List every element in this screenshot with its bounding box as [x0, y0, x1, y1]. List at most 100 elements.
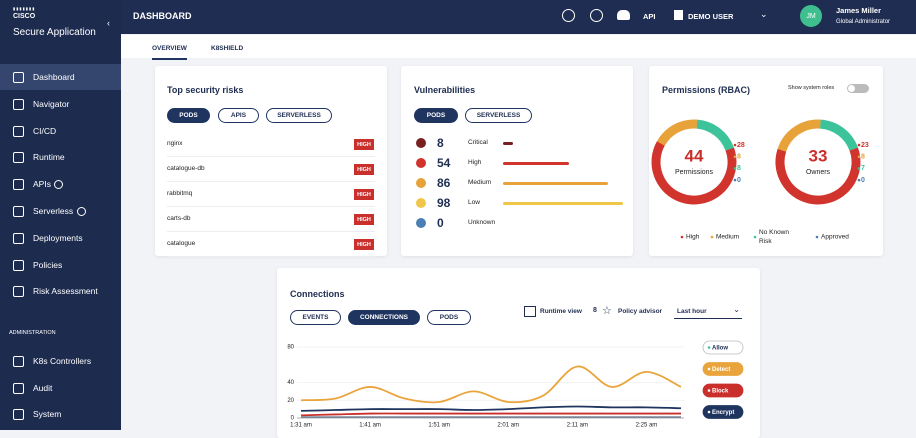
org-chevron[interactable]: ⌄	[760, 9, 768, 19]
runtime-link[interactable]: Runtime view	[540, 308, 582, 315]
nav-icon	[13, 206, 24, 217]
risk-name: catalogue	[167, 240, 196, 247]
legend-pill	[702, 362, 744, 376]
vuln-label: Critical	[468, 139, 488, 146]
nav-icon	[13, 232, 24, 244]
risk-badge: HIGH	[354, 239, 374, 250]
policy-link[interactable]: Policy advisor	[618, 308, 663, 315]
legend-dot	[707, 367, 711, 371]
vuln-count: 98	[437, 196, 451, 210]
nav-item[interactable]: CI/CD	[33, 125, 57, 136]
legend-dot	[733, 143, 737, 147]
legend-label: High	[686, 234, 700, 241]
filter-pill[interactable]: SERVERLESS	[266, 108, 332, 123]
user-role: Global Administrator	[836, 19, 891, 25]
vuln-bar	[503, 201, 623, 205]
nav-item[interactable]: K8s Controllers	[33, 356, 92, 366]
nav-item[interactable]: Runtime	[33, 152, 65, 163]
risks-card	[155, 66, 387, 256]
toggle[interactable]	[847, 84, 869, 93]
legend-dot	[733, 155, 737, 158]
filter-pill[interactable]: PODS	[167, 108, 210, 123]
legend-dot	[707, 410, 711, 414]
active-nav	[0, 64, 121, 90]
nav-item[interactable]: Audit	[33, 382, 53, 393]
star-icon: ☆	[602, 305, 612, 317]
legend-pill	[702, 383, 744, 398]
header	[121, 0, 916, 34]
nav-icon	[13, 356, 24, 367]
y-tick-label: 0	[291, 416, 295, 422]
y-tick-label: 40	[287, 380, 294, 386]
nav-item[interactable]: APIs	[33, 179, 51, 190]
tab[interactable]: K8SHIELD	[211, 45, 244, 52]
x-tick-label: 1:41 am	[359, 423, 381, 429]
risk-name: rabbitmq	[167, 190, 193, 197]
filter-pill[interactable]: SERVERLESS	[465, 108, 532, 123]
filter-pill[interactable]: CONNECTIONS	[348, 310, 420, 325]
legend-dot	[733, 167, 737, 170]
team-icon[interactable]	[617, 10, 630, 20]
runtime-icon[interactable]	[524, 306, 536, 317]
collapse[interactable]: ‹	[107, 18, 110, 28]
risk-badge: HIGH	[354, 214, 374, 225]
policy-count: 8	[593, 307, 597, 314]
product: Secure Application	[13, 27, 96, 38]
donut-segment	[775, 119, 861, 205]
play-icon[interactable]	[562, 9, 575, 22]
nav-icon	[13, 152, 24, 164]
vuln-count: 54	[437, 156, 451, 170]
severity-icon	[416, 198, 426, 208]
risk-name: nginx	[167, 140, 183, 147]
segment-label: 8	[737, 154, 741, 161]
donut-value: 33	[809, 146, 828, 165]
vuln-count: 0	[437, 216, 444, 230]
nav-item[interactable]: Deployments	[33, 232, 83, 243]
severity-icon	[416, 158, 426, 168]
risk-name: catalogue-db	[167, 165, 205, 172]
nav-item[interactable]: System	[33, 409, 62, 419]
risk-badge: HIGH	[354, 189, 374, 200]
nav-icon	[13, 409, 24, 420]
donut-label: Owners	[806, 169, 831, 176]
x-tick-label: 2:25 am	[636, 423, 658, 429]
legend-dot	[707, 346, 711, 349]
api-link[interactable]: API	[643, 12, 656, 21]
info-icon	[54, 180, 63, 190]
y-tick-label: 80	[287, 345, 294, 351]
section-label: ADMINISTRATION	[9, 330, 56, 336]
vuln-bar	[503, 161, 570, 165]
tab[interactable]: OVERVIEW	[152, 45, 187, 60]
nav-item[interactable]: Navigator	[33, 98, 70, 109]
org-name[interactable]: DEMO USER	[688, 12, 734, 21]
filter-pill[interactable]: APIS	[218, 108, 259, 123]
nav-item[interactable]: Serverless	[33, 206, 74, 216]
segment-label: 23	[861, 142, 869, 149]
avatar[interactable]: JM	[800, 5, 822, 27]
legend-dot	[857, 143, 861, 147]
range-value: Last hour	[677, 308, 707, 315]
legend-label: Approved	[821, 234, 849, 241]
filter-pill[interactable]: PODS	[414, 108, 458, 123]
legend-pill	[702, 340, 744, 355]
risk-name: carts-db	[167, 215, 191, 222]
legend-label: Block	[712, 388, 729, 394]
row-divider	[167, 181, 375, 182]
legend-dot	[707, 389, 711, 392]
user-name: James Miller	[836, 6, 882, 15]
org-icon	[674, 10, 683, 20]
nav-item[interactable]: Risk Assessment	[33, 286, 98, 297]
vuln-bar	[503, 181, 609, 185]
segment-label: 0	[861, 177, 865, 184]
help-icon[interactable]	[590, 9, 603, 22]
logo-bars: ▮▮▮▮▮▮▮	[13, 6, 36, 11]
legend-dot	[680, 235, 684, 239]
range-select[interactable]: Last hour ⌄	[674, 305, 742, 319]
nav-item[interactable]: Policies	[33, 259, 63, 270]
nav-icon	[13, 179, 24, 191]
risk-badge: HIGH	[354, 164, 374, 175]
filter-pill[interactable]: PODS	[427, 310, 471, 325]
filter-pill[interactable]: EVENTS	[290, 310, 341, 325]
nav-item[interactable]: Dashboard	[33, 72, 75, 82]
